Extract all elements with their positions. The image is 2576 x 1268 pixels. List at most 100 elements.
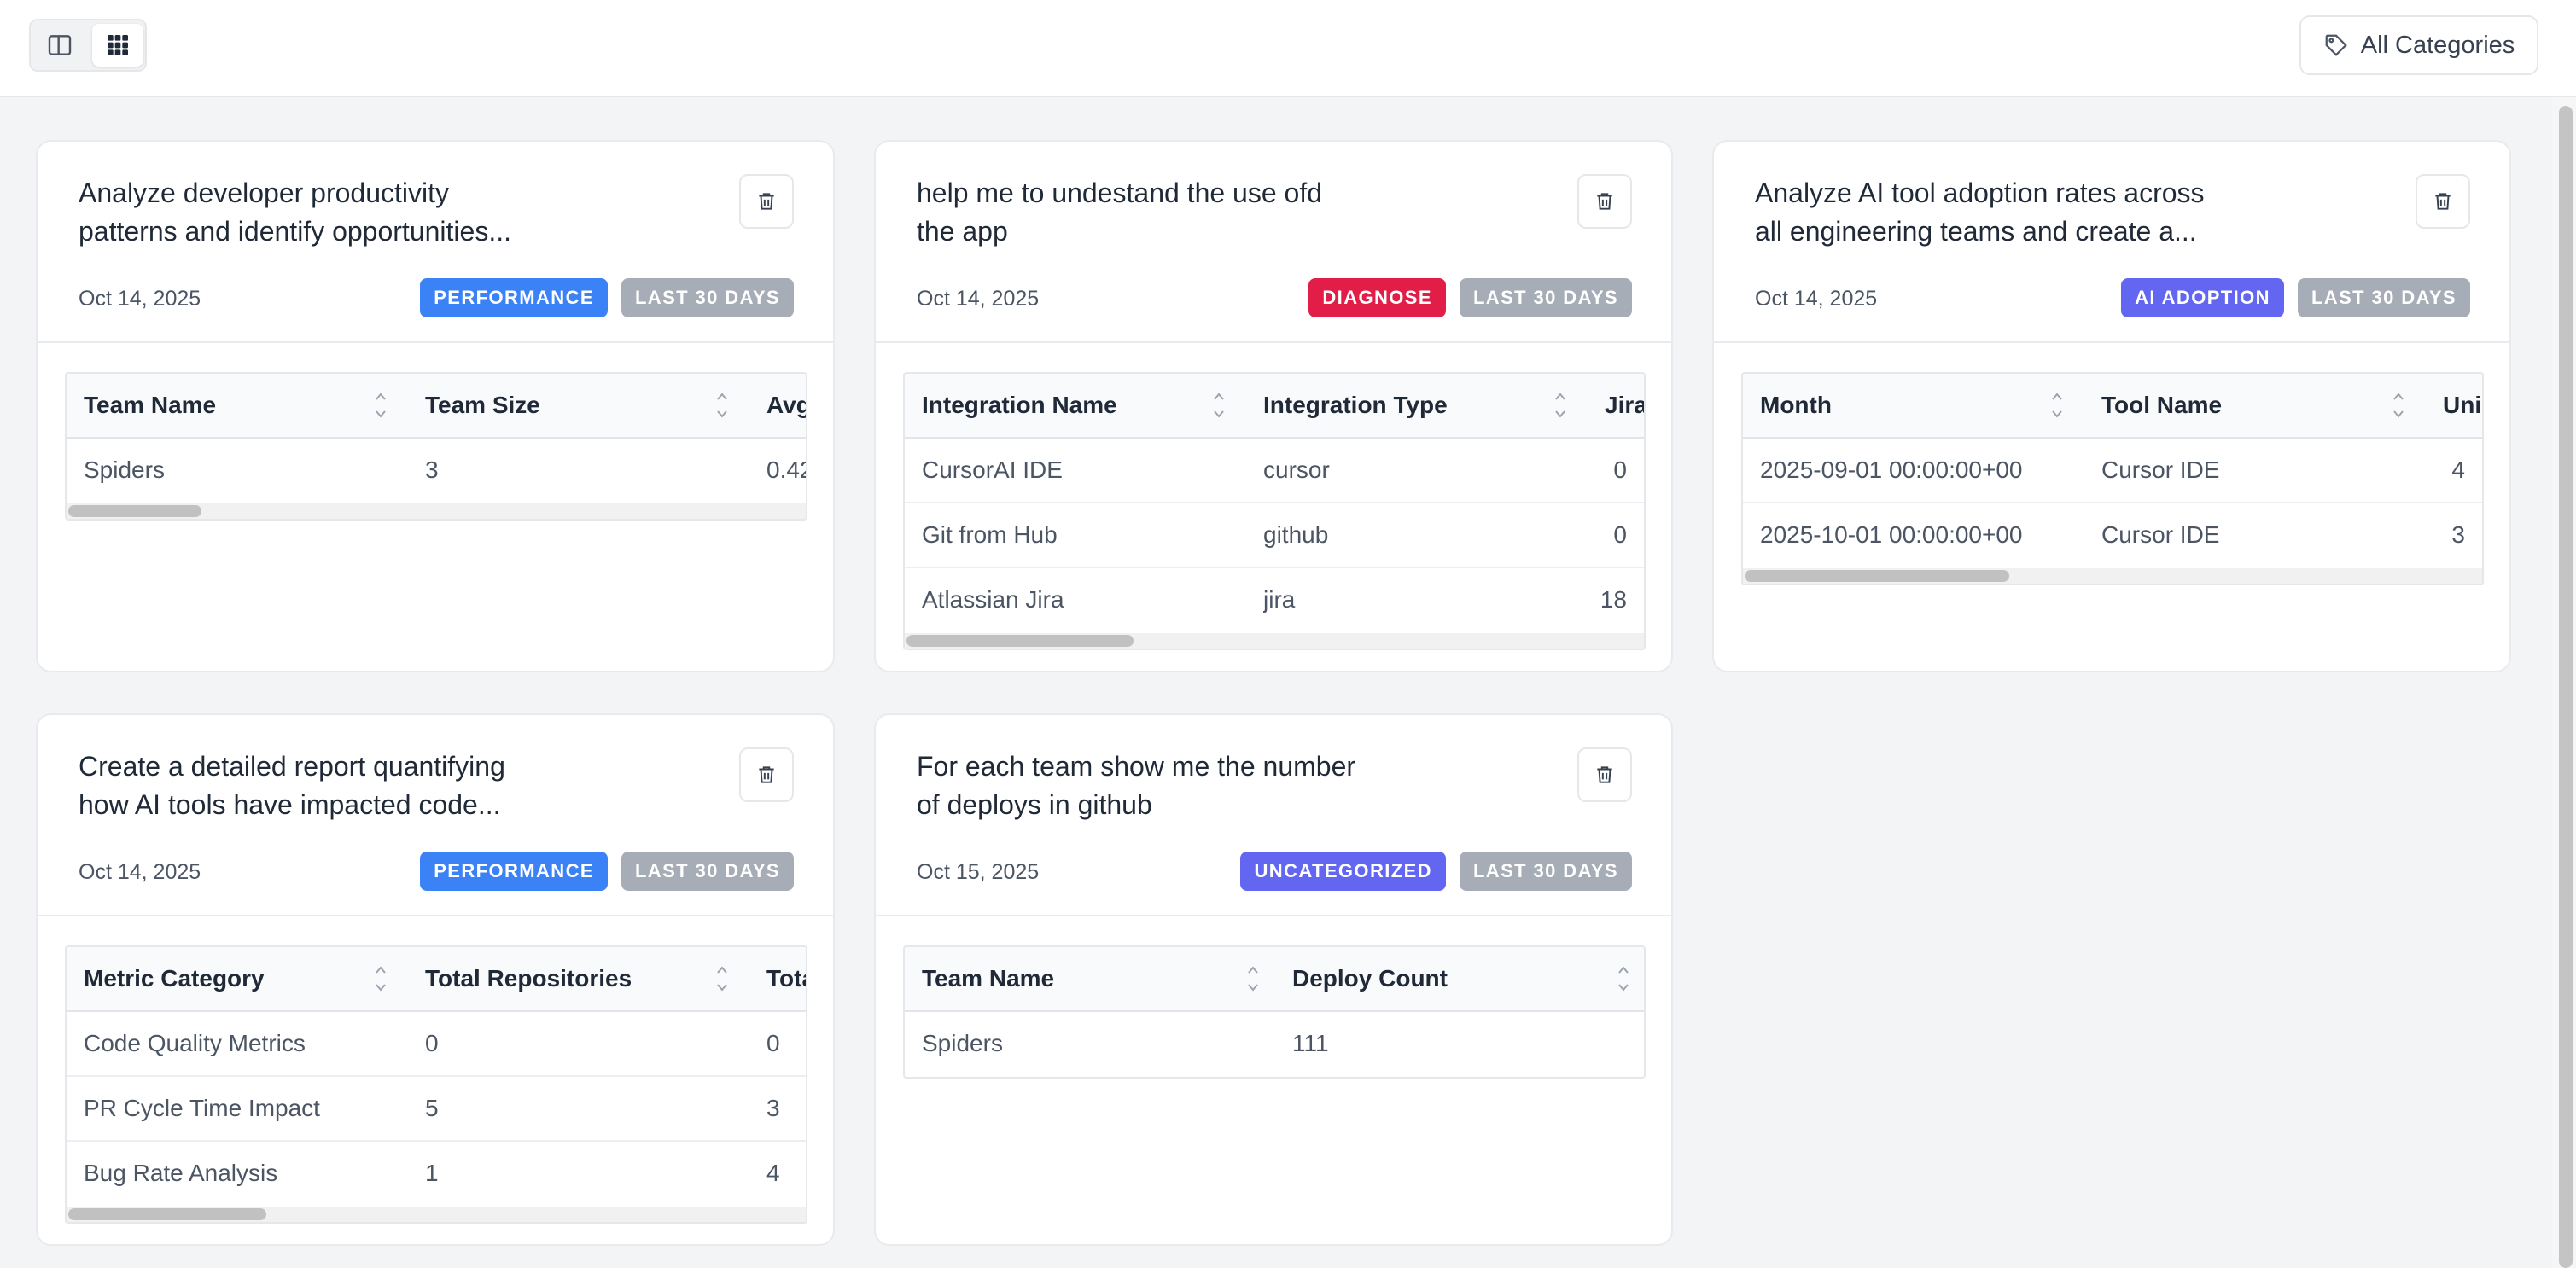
table-cell: Cursor IDE [2101, 521, 2220, 548]
table-header-row: Team Name Deploy Count [905, 947, 1644, 1012]
table-header-row: Metric Category Total Repositories Tota [67, 947, 806, 1012]
report-card[interactable]: Analyze AI tool adoption rates across al… [1712, 140, 2511, 672]
column-header[interactable]: Team Name [922, 965, 1055, 992]
table-header-row: Month Tool Name Uni [1743, 374, 2482, 439]
table-cell: 111 [1292, 1030, 1329, 1056]
report-card[interactable]: Analyze developer productivity patterns … [36, 140, 835, 672]
column-header[interactable]: Month [1760, 392, 1832, 418]
card-title[interactable]: help me to undestand the use ofd the app [917, 177, 1323, 247]
delete-button[interactable] [1577, 174, 1632, 229]
card-header: For each team show me the number of depl… [876, 715, 1671, 916]
table-cell: cursor [1263, 457, 1330, 483]
sort-icon[interactable] [715, 389, 729, 422]
delete-button[interactable] [2416, 174, 2470, 229]
table-cell: 18 [1600, 586, 1627, 613]
top-toolbar: All Categories [0, 0, 2576, 97]
table-row: CursorAI IDE cursor 0 [905, 439, 1644, 503]
report-card[interactable]: For each team show me the number of depl… [874, 713, 1673, 1246]
period-badge: LAST 30 DAYS [1459, 278, 1632, 317]
sort-icon[interactable] [1617, 963, 1630, 995]
column-header[interactable]: Team Size [425, 392, 540, 418]
card-title[interactable]: For each team show me the number of depl… [917, 751, 1356, 820]
report-card[interactable]: help me to undestand the use ofd the app… [874, 140, 1673, 672]
column-header[interactable]: Avg [766, 392, 807, 418]
sort-icon[interactable] [374, 389, 388, 422]
page-scrollbar-thumb[interactable] [2559, 106, 2573, 1268]
table-scrollbar-thumb[interactable] [68, 1208, 266, 1220]
column-header[interactable]: Total Repositories [425, 965, 632, 992]
table-cell: 1 [425, 1160, 439, 1186]
category-badge: DIAGNOSE [1308, 278, 1446, 317]
tag-icon [2325, 34, 2347, 56]
results-table: Month Tool Name Uni 2025-09-01 00:00:00+… [1741, 372, 2484, 585]
categories-filter-button[interactable]: All Categories [2299, 15, 2538, 75]
delete-button[interactable] [739, 174, 794, 229]
table-cell: Git from Hub [922, 521, 1058, 548]
column-header[interactable]: Metric Category [84, 965, 265, 992]
table-cell: PR Cycle Time Impact [84, 1095, 320, 1121]
sort-icon[interactable] [1553, 389, 1567, 422]
table-cell: 0.42 [766, 457, 806, 483]
card-header: Create a detailed report quantifying how… [38, 715, 833, 916]
sort-icon[interactable] [715, 963, 729, 995]
table-cell: 4 [766, 1160, 780, 1186]
table-cell: 0 [425, 1030, 439, 1056]
card-date: Oct 14, 2025 [1755, 287, 1878, 311]
table-scrollbar-thumb[interactable] [1745, 570, 2009, 582]
card-date: Oct 14, 2025 [917, 287, 1040, 311]
table-horizontal-scrollbar[interactable] [67, 503, 806, 519]
column-header[interactable]: Tota [766, 965, 806, 992]
table-horizontal-scrollbar[interactable] [905, 633, 1644, 649]
table-cell: 0 [1613, 521, 1627, 548]
trash-icon [759, 766, 774, 783]
card-date: Oct 15, 2025 [917, 860, 1040, 884]
card-title[interactable]: Analyze developer productivity patterns … [79, 177, 511, 247]
sort-icon[interactable] [2050, 389, 2064, 422]
sort-icon[interactable] [1246, 963, 1260, 995]
categories-filter-label: All Categories [2360, 31, 2515, 59]
card-title[interactable]: Analyze AI tool adoption rates across al… [1755, 177, 2205, 247]
column-header[interactable]: Integration Name [922, 392, 1117, 418]
sort-icon[interactable] [2392, 389, 2405, 422]
column-header[interactable]: Uni [2443, 392, 2482, 418]
column-header[interactable]: Deploy Count [1292, 965, 1448, 992]
table-row: PR Cycle Time Impact 5 3 [67, 1077, 806, 1142]
table-horizontal-scrollbar[interactable] [1743, 568, 2482, 584]
results-table: Metric Category Total Repositories Tota … [65, 945, 807, 1224]
category-badge: UNCATEGORIZED [1240, 852, 1446, 891]
category-badge: AI ADOPTION [2121, 278, 2284, 317]
badge-group: DIAGNOSE LAST 30 DAYS [1308, 278, 1632, 317]
table-row: 2025-10-01 00:00:00+00 Cursor IDE 3 [1743, 503, 2482, 568]
table-scrollbar-thumb[interactable] [68, 505, 201, 517]
badge-group: PERFORMANCE LAST 30 DAYS [420, 278, 794, 317]
table-row: Atlassian Jira jira 18 [905, 568, 1644, 633]
trash-icon [1597, 193, 1612, 210]
trash-icon [1597, 766, 1612, 783]
column-header[interactable]: Integration Type [1263, 392, 1448, 418]
column-header[interactable]: Jira [1605, 392, 1646, 418]
split-view-button[interactable] [34, 24, 85, 67]
table-header-row: Team Name Team Size Avg [67, 374, 806, 439]
table-row: Git from Hub github 0 [905, 503, 1644, 568]
sort-icon[interactable] [1212, 389, 1226, 422]
report-card[interactable]: Create a detailed report quantifying how… [36, 713, 835, 1246]
table-row: Code Quality Metrics 0 0 [67, 1012, 806, 1077]
table-scrollbar-thumb[interactable] [906, 635, 1134, 647]
delete-button[interactable] [1577, 747, 1632, 802]
results-table: Team Name Deploy Count Spiders 111 [903, 945, 1646, 1079]
card-date: Oct 14, 2025 [79, 860, 201, 884]
table-cell: 2025-09-01 00:00:00+00 [1760, 457, 2023, 483]
table-horizontal-scrollbar[interactable] [67, 1207, 806, 1222]
table-cell: 3 [2451, 521, 2465, 548]
card-title[interactable]: Create a detailed report quantifying how… [79, 751, 505, 820]
column-header[interactable]: Team Name [84, 392, 217, 418]
table-cell: Spiders [84, 457, 165, 483]
sort-icon[interactable] [374, 963, 388, 995]
table-cell: Spiders [922, 1030, 1003, 1056]
card-date: Oct 14, 2025 [79, 287, 201, 311]
results-table: Team Name Team Size Avg Spiders 3 0.42 [65, 372, 807, 521]
column-header[interactable]: Tool Name [2101, 392, 2223, 418]
delete-button[interactable] [739, 747, 794, 802]
grid-view-button[interactable] [92, 24, 143, 67]
table-row: Bug Rate Analysis 1 4 [67, 1142, 806, 1207]
